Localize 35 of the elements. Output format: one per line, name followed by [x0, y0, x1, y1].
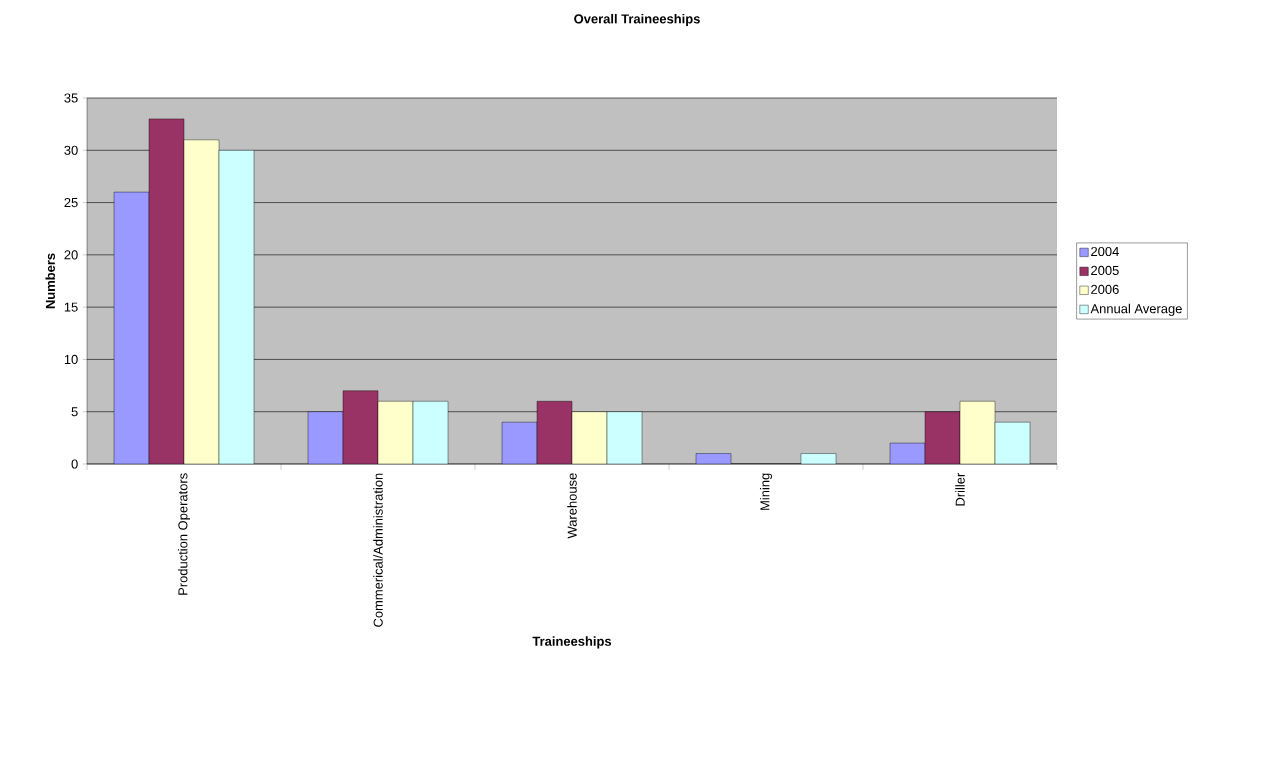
bar: [571, 411, 608, 464]
bar: [959, 401, 996, 464]
y-tick-label: 0: [71, 459, 78, 469]
bar: [924, 411, 961, 464]
x-tick-label: Driller: [955, 473, 965, 506]
bar: [994, 421, 1031, 464]
y-axis-title: Numbers: [45, 253, 55, 309]
legend-label: 2006: [1091, 284, 1119, 294]
y-tick-label: 5: [71, 407, 78, 417]
chart-title: Overall Traineeships: [574, 13, 700, 27]
x-tick-label: Production Operators: [177, 473, 191, 595]
x-axis-title: Traineeships: [532, 636, 612, 649]
x-tick-label: Mining: [759, 473, 773, 510]
y-tick-label: 35: [64, 93, 78, 103]
legend-label: 2005: [1091, 265, 1119, 276]
y-tick-label: 20: [64, 250, 78, 260]
bar: [113, 191, 150, 464]
bar: [307, 411, 344, 464]
y-tick-label: 15: [64, 302, 78, 312]
bar: [148, 118, 185, 464]
legend-label: 2004: [1091, 246, 1119, 257]
bar: [377, 401, 414, 464]
bar: [501, 421, 538, 464]
x-tick-label: Commerical/Administration: [373, 473, 383, 627]
y-tick-label: 25: [64, 197, 78, 208]
y-tick-label: 10: [64, 354, 78, 365]
legend-label: Annual Average: [1090, 303, 1182, 316]
bar: [183, 139, 220, 464]
bar: [536, 401, 573, 464]
bar: [342, 390, 379, 464]
x-tick-label: Warehouse: [567, 473, 577, 539]
bar: [412, 401, 449, 464]
bar: [218, 150, 255, 464]
bar: [606, 411, 643, 464]
y-tick-label: 30: [64, 145, 78, 155]
